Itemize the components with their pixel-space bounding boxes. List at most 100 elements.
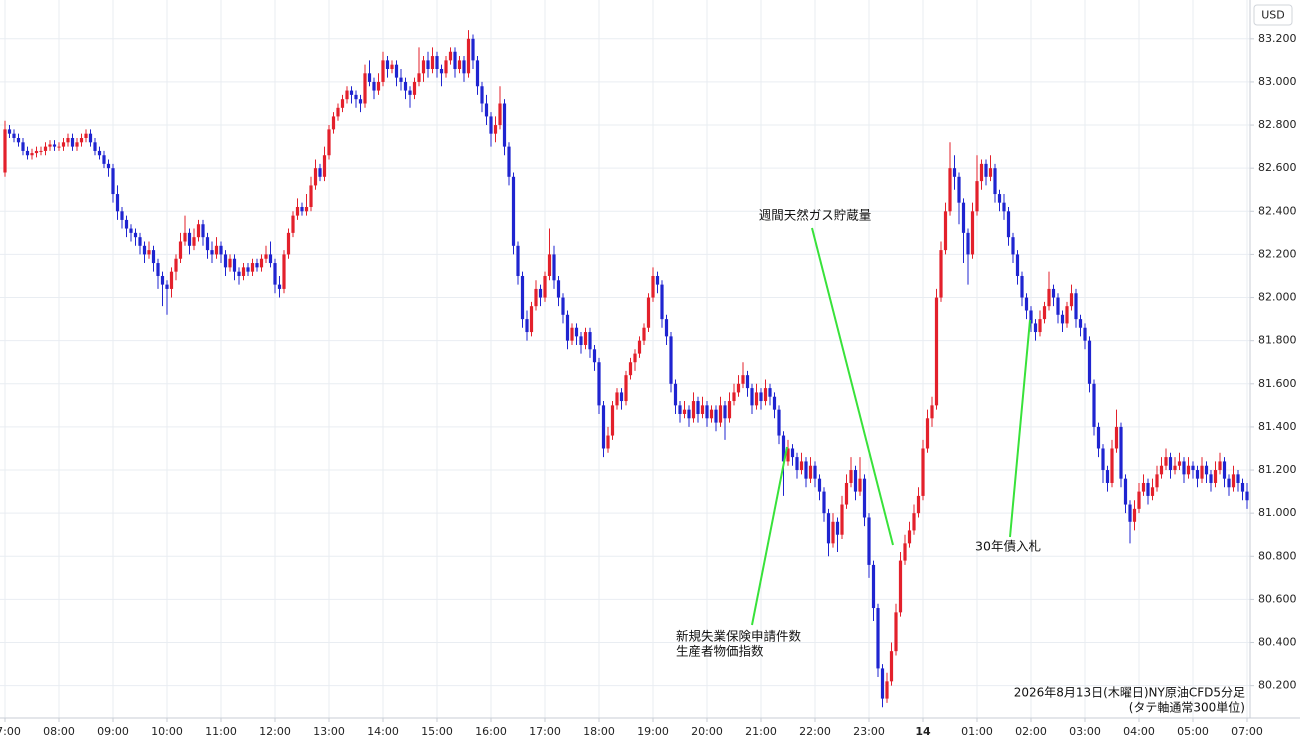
candle-body (664, 319, 669, 337)
candle-body (876, 608, 880, 669)
candle-body (354, 94, 358, 100)
y-tick-label: 80.800 (1258, 549, 1297, 562)
candle-body (529, 306, 534, 333)
candle-body (196, 224, 201, 238)
candle-body (115, 194, 120, 212)
candle-body (255, 263, 259, 268)
candle-body (84, 133, 88, 138)
candle-body (1002, 202, 1006, 212)
candle-body (673, 383, 678, 406)
candle-body (1218, 461, 1222, 471)
candle-body (1186, 465, 1191, 475)
candle-body (1029, 310, 1033, 324)
candle-body (475, 60, 480, 87)
candle-body (444, 60, 448, 74)
candle-body (840, 504, 844, 535)
candle-body (525, 319, 529, 333)
candle-body (925, 418, 930, 449)
candle-body (102, 155, 106, 164)
x-tick-label: 23:00 (853, 725, 885, 738)
candle-body (430, 56, 435, 69)
candle-body (552, 254, 556, 281)
candle-body (129, 228, 133, 233)
candle-body (349, 90, 354, 95)
candle-body (1119, 426, 1123, 479)
candle-body (1222, 461, 1227, 479)
y-tick-label: 80.400 (1258, 636, 1297, 649)
candle-body (1006, 211, 1011, 238)
candle-body (1164, 457, 1168, 466)
candle-body (471, 38, 475, 61)
x-tick-label: 15:00 (421, 725, 453, 738)
candle-body (943, 211, 948, 251)
candle-body (1231, 474, 1236, 488)
candle-body (561, 297, 565, 315)
annotation-arrow (811, 227, 894, 546)
y-tick-label: 83.200 (1258, 32, 1297, 45)
candle-body (556, 280, 561, 298)
x-tick-label: 02:00 (1015, 725, 1047, 738)
candle-body (1173, 465, 1177, 471)
candle-body (1155, 474, 1159, 488)
candle-body (48, 144, 52, 147)
y-tick-label: 83.000 (1258, 75, 1297, 88)
candle-body (642, 327, 646, 341)
candle-body (853, 470, 858, 492)
candle-body (147, 250, 151, 255)
candle-body (156, 263, 160, 276)
candle-body (592, 349, 597, 363)
candle-body (975, 181, 979, 212)
candle-body (385, 60, 390, 69)
candle-body (984, 163, 988, 177)
candle-body (1137, 491, 1141, 509)
candle-body (723, 405, 727, 419)
candle-body (151, 250, 156, 264)
annotation: 週間天然ガス貯蔵量 (759, 208, 872, 223)
candle-body (93, 142, 97, 151)
candle-body (210, 250, 214, 255)
candle-body (1240, 482, 1245, 492)
candle-body (16, 137, 21, 143)
x-tick-label: 05:00 (1177, 725, 1209, 738)
candle-body (574, 327, 579, 337)
candle-body (336, 107, 340, 117)
candle-body (511, 176, 516, 246)
x-tick-label: 09:00 (97, 725, 129, 738)
candle-body (871, 564, 876, 609)
candle-body (1150, 487, 1155, 496)
candle-body (790, 448, 795, 458)
candle-body (993, 168, 997, 195)
candle-body (502, 103, 507, 147)
candle-body (736, 383, 741, 393)
currency-label: USD (1261, 9, 1285, 22)
y-tick-label: 82.200 (1258, 247, 1297, 260)
candle-body (1020, 275, 1024, 298)
candle-body (160, 275, 165, 285)
candle-body (709, 409, 714, 419)
candle-body (79, 137, 84, 143)
candle-body (862, 478, 867, 518)
candle-body (903, 543, 907, 561)
candle-body (831, 521, 835, 544)
candle-body (417, 73, 421, 82)
candle-body (633, 353, 637, 363)
candle-body (624, 375, 628, 402)
candle-body (817, 478, 822, 492)
candle-body (579, 336, 583, 345)
candle-body (88, 133, 93, 143)
candle-body (916, 495, 921, 514)
candle-body (21, 142, 25, 151)
y-tick-label: 81.800 (1258, 334, 1297, 347)
candle-body (696, 401, 700, 414)
candle-body (1011, 237, 1015, 255)
candle-body (732, 392, 736, 402)
candle-body (939, 250, 943, 298)
candle-body (1092, 383, 1096, 427)
candle-body (228, 258, 232, 268)
candle-body (453, 51, 457, 69)
x-tick-label: 12:00 (259, 725, 291, 738)
x-tick-label: 08:00 (43, 725, 75, 738)
candle-body (754, 392, 759, 406)
candle-body (484, 103, 489, 117)
